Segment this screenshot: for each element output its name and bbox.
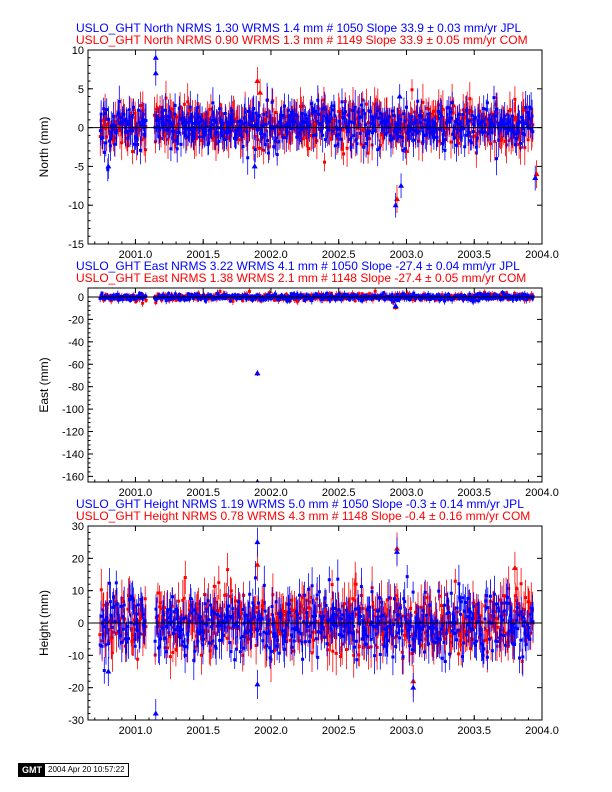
outlier-point	[152, 710, 159, 716]
x-tick-label: 2003.5	[457, 249, 491, 261]
outlier-point	[410, 684, 417, 690]
panel-north-header-com: USLO_GHT North NRMS 0.90 WRMS 1.3 mm # 1…	[76, 33, 528, 47]
outlier-point	[254, 681, 261, 687]
y-tick-label: -160	[62, 471, 84, 483]
points-jpl-north	[98, 96, 535, 172]
x-tick-label: 2003.0	[390, 725, 424, 737]
outlier-point	[511, 565, 518, 571]
x-tick-label: 2002.5	[322, 725, 356, 737]
outlier-point	[105, 163, 112, 169]
y-tick-label: -40	[68, 337, 84, 349]
panel-north-data	[88, 50, 542, 218]
points-com-height	[98, 568, 535, 663]
points-com-north	[98, 88, 535, 164]
x-tick-label: 2004.0	[525, 487, 559, 499]
y-tick-label: -120	[62, 427, 84, 439]
plot-frame-north	[87, 49, 543, 245]
gmt-footer: GMT 2004 Apr 20 10:57:22	[18, 763, 129, 777]
panel-east: USLO_GHT East NRMS 3.22 WRMS 4.1 mm # 10…	[37, 259, 559, 499]
outlier-point	[105, 668, 112, 674]
outlier-point	[396, 93, 403, 99]
x-tick-label: 2004.0	[525, 249, 559, 261]
y-tick-label: -20	[68, 314, 84, 326]
panel-east-header-jpl: USLO_GHT East NRMS 3.22 WRMS 4.1 mm # 10…	[76, 259, 520, 273]
gmt-logo: GMT	[19, 764, 45, 776]
x-tick-label: 2001.0	[119, 487, 153, 499]
y-tick-label: -10	[68, 200, 84, 212]
y-tick-label: -140	[62, 449, 84, 461]
x-tick-label: 2001.5	[186, 487, 220, 499]
y-axis-label-height: Height (mm)	[37, 590, 51, 656]
gmt-timestamp: 2004 Apr 20 10:57:22	[45, 764, 128, 776]
x-tick-label: 2003.5	[457, 487, 491, 499]
y-tick-label: 0	[78, 123, 84, 135]
outlier-point	[254, 370, 261, 376]
series-jpl-height	[98, 527, 535, 720]
panel-east-header-com: USLO_GHT East NRMS 1.38 WRMS 2.1 mm # 11…	[76, 271, 526, 285]
outlier-point	[393, 548, 400, 554]
panel-north-header-jpl: USLO_GHT North NRMS 1.30 WRMS 1.4 mm # 1…	[76, 21, 522, 35]
y-tick-label: -80	[68, 382, 84, 394]
panel-height: USLO_GHT Height NRMS 1.19 WRMS 5.0 mm # …	[37, 497, 559, 737]
y-axis-label-north: North (mm)	[37, 117, 51, 178]
outlier-point	[392, 202, 399, 208]
series-jpl-east	[98, 289, 535, 482]
outlier-point	[254, 78, 261, 84]
outlier-point	[533, 171, 540, 177]
x-tick-label: 2004.0	[525, 725, 559, 737]
y-tick-label: 0	[78, 292, 84, 304]
outlier-point	[152, 54, 159, 60]
panel-height-header-jpl: USLO_GHT Height NRMS 1.19 WRMS 5.0 mm # …	[76, 497, 524, 511]
outlier-point	[392, 302, 399, 308]
panel-height-data	[88, 527, 542, 720]
x-tick-label: 2002.5	[322, 249, 356, 261]
x-tick-label: 2003.0	[390, 249, 424, 261]
panel-east-data	[88, 288, 542, 482]
y-tick-label: 10	[72, 45, 84, 57]
x-tick-label: 2002.5	[322, 487, 356, 499]
x-tick-label: 2002.0	[254, 487, 288, 499]
outlier-point	[532, 175, 539, 181]
outlier-point	[254, 561, 261, 567]
outlier-point	[254, 539, 261, 545]
x-tick-label: 2001.5	[186, 249, 220, 261]
outlier-point	[257, 89, 264, 95]
y-tick-label: 10	[72, 586, 84, 598]
y-tick-label: -15	[68, 239, 84, 251]
x-tick-label: 2001.0	[119, 249, 153, 261]
x-tick-label: 2002.0	[254, 725, 288, 737]
plot-frame-east	[87, 287, 543, 483]
y-tick-label: -30	[68, 715, 84, 727]
y-tick-label: -60	[68, 359, 84, 371]
y-tick-label: -100	[62, 404, 84, 416]
x-tick-label: 2001.5	[186, 725, 220, 737]
y-tick-label: -5	[74, 161, 84, 173]
outlier-point	[398, 182, 405, 188]
y-tick-label: -10	[68, 650, 84, 662]
points-jpl-height	[98, 575, 535, 672]
outlier-point	[251, 163, 258, 169]
x-tick-label: 2001.0	[119, 725, 153, 737]
x-tick-label: 2002.0	[254, 249, 288, 261]
panel-height-header-com: USLO_GHT Height NRMS 0.78 WRMS 4.3 mm # …	[76, 509, 530, 523]
y-tick-label: 5	[78, 84, 84, 96]
y-tick-label: 0	[78, 618, 84, 630]
y-tick-label: 20	[72, 553, 84, 565]
y-tick-label: -20	[68, 683, 84, 695]
y-axis-label-east: East (mm)	[37, 357, 51, 412]
x-tick-label: 2003.0	[390, 487, 424, 499]
outlier-point	[393, 195, 400, 201]
outlier-point	[152, 70, 159, 76]
panel-north: USLO_GHT North NRMS 1.30 WRMS 1.4 mm # 1…	[37, 21, 559, 261]
y-tick-label: 30	[72, 521, 84, 533]
x-tick-label: 2003.5	[457, 725, 491, 737]
